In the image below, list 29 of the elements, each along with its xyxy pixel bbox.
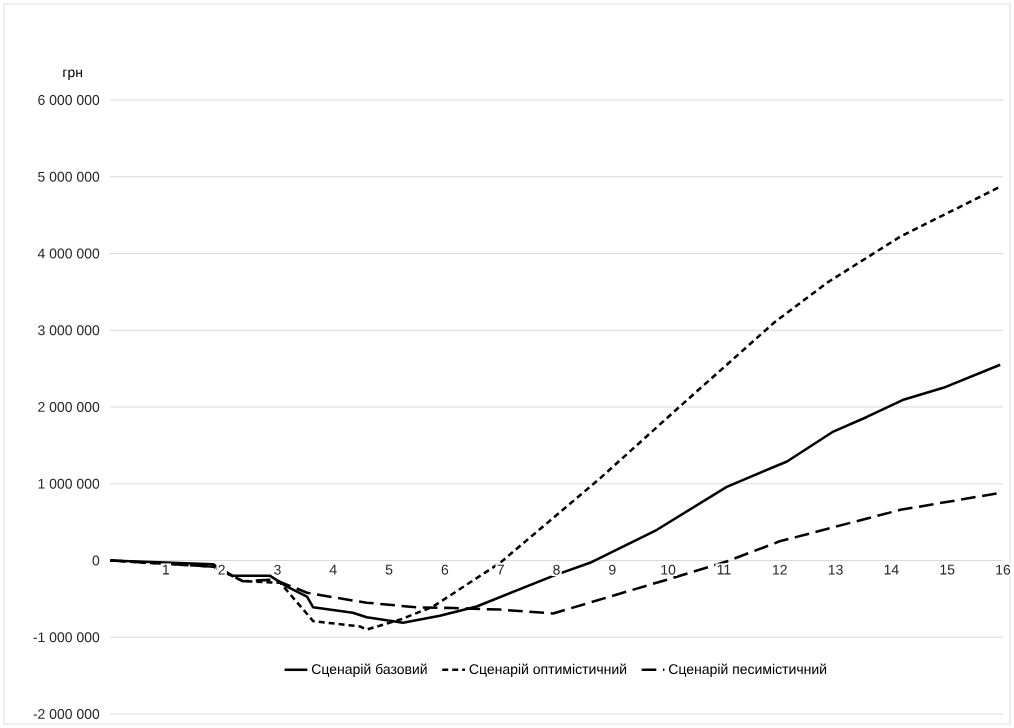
x-tick-label: 6 [441,564,449,575]
x-tick-label: 10 [661,564,676,575]
x-tick-label: 8 [553,564,560,575]
x-tick-label: 13 [828,564,843,575]
y-tick-label: 2 000 000 [38,402,100,412]
y-tick-label: -1 000 000 [33,632,100,643]
x-tick-label: 1 [162,564,170,575]
y-tick-label: 6 000 000 [38,95,100,105]
y-axis-title: грн [63,69,83,80]
x-tick-label: 3 [274,564,281,575]
x-tick-label: 11 [717,564,731,575]
y-tick-label: 5 000 000 [38,171,100,182]
legend-label: Сценарій базовий [311,663,427,677]
x-tick-label: 16 [996,564,1011,575]
x-tick-label: 14 [884,564,899,575]
y-tick-label: 3 000 000 [38,325,100,336]
x-tick-label: 12 [773,564,787,575]
y-tick-label: 1 000 000 [38,478,100,489]
y-tick-label: 0 [92,555,100,566]
legend-label: Сценарій оптимістичний [469,663,627,677]
x-tick-label: 5 [385,564,393,575]
x-tick-label: 4 [329,564,337,575]
x-tick-label: 9 [609,564,616,575]
x-tick-label: 2 [218,564,225,575]
legend-label: Сценарій песимістичний [669,663,827,677]
x-tick-label: 7 [497,564,504,575]
x-tick-label: 15 [940,564,955,575]
y-tick-label: -2 000 000 [33,709,100,719]
y-tick-label: 4 000 000 [37,248,100,259]
